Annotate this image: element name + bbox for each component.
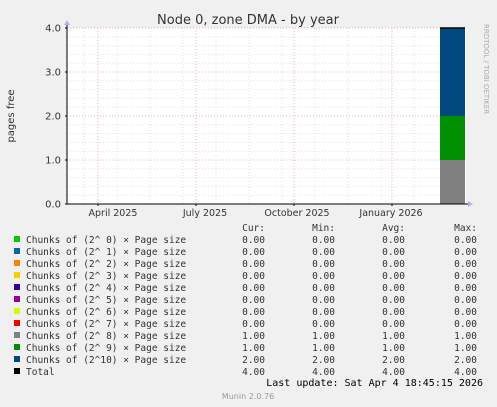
legend-swatch bbox=[14, 284, 20, 290]
legend-swatch bbox=[14, 272, 20, 278]
legend-value: 0.00 bbox=[454, 259, 477, 270]
y-tick-label: 3.0 bbox=[45, 68, 61, 79]
legend-series-name: Chunks of (2^ 4) × Page size bbox=[26, 283, 186, 294]
legend-value: 0.00 bbox=[242, 283, 265, 294]
legend-value: 2.00 bbox=[454, 355, 477, 366]
legend-column-header: Cur: bbox=[242, 223, 265, 234]
legend-value: 0.00 bbox=[242, 235, 265, 246]
rrdtool-side-label: RRDTOOL / TOBI OETIKER bbox=[482, 24, 490, 114]
legend-value: 1.00 bbox=[242, 331, 265, 342]
legend-value: 0.00 bbox=[312, 247, 335, 258]
legend-value: 0.00 bbox=[382, 307, 405, 318]
legend-value: 0.00 bbox=[242, 259, 265, 270]
legend-swatch bbox=[14, 296, 20, 302]
legend-value: 4.00 bbox=[454, 367, 477, 378]
bar-segment-9 bbox=[440, 116, 465, 160]
legend-value: 0.00 bbox=[454, 271, 477, 282]
legend-swatch bbox=[14, 260, 20, 266]
legend-value: 0.00 bbox=[242, 295, 265, 306]
bar-segment-8 bbox=[440, 160, 465, 204]
x-tick-label: July 2025 bbox=[182, 208, 227, 219]
legend-swatch bbox=[14, 332, 20, 338]
legend-column-header: Max: bbox=[454, 223, 477, 234]
y-tick-label: 0.0 bbox=[45, 200, 61, 211]
legend-value: 1.00 bbox=[454, 343, 477, 354]
legend-series-name: Chunks of (2^ 6) × Page size bbox=[26, 307, 186, 318]
legend-value: 0.00 bbox=[312, 271, 335, 282]
x-tick-label: April 2025 bbox=[89, 208, 138, 219]
legend-swatch bbox=[14, 248, 20, 254]
legend-series-name: Chunks of (2^ 3) × Page size bbox=[26, 271, 186, 282]
legend-value: 0.00 bbox=[454, 295, 477, 306]
legend-value: 0.00 bbox=[454, 247, 477, 258]
legend-value: 0.00 bbox=[312, 283, 335, 294]
legend-value: 0.00 bbox=[454, 319, 477, 330]
legend-swatch bbox=[14, 308, 20, 314]
legend-value: 0.00 bbox=[312, 319, 335, 330]
legend-value: 0.00 bbox=[382, 235, 405, 246]
y-tick-label: 1.0 bbox=[45, 156, 61, 167]
legend-swatch bbox=[14, 356, 20, 362]
munin-footer: Munin 2.0.76 bbox=[222, 392, 274, 401]
legend-series-name: Chunks of (2^ 1) × Page size bbox=[26, 247, 186, 258]
y-axis-label: pages free bbox=[6, 89, 17, 142]
legend-value: 4.00 bbox=[382, 367, 405, 378]
legend-value: 0.00 bbox=[312, 235, 335, 246]
legend-value: 0.00 bbox=[382, 271, 405, 282]
x-tick-label: January 2026 bbox=[358, 208, 422, 219]
legend-value: 0.00 bbox=[312, 307, 335, 318]
legend-value: 1.00 bbox=[454, 331, 477, 342]
legend-swatch bbox=[14, 236, 20, 242]
legend-series-name: Chunks of (2^10) × Page size bbox=[26, 355, 186, 366]
legend-column-header: Min: bbox=[312, 223, 335, 234]
legend-value: 0.00 bbox=[242, 319, 265, 330]
legend-value: 2.00 bbox=[312, 355, 335, 366]
legend-series-name: Chunks of (2^ 8) × Page size bbox=[26, 331, 186, 342]
last-update: Last update: Sat Apr 4 18:45:15 2026 bbox=[266, 378, 483, 389]
x-axis-arrow bbox=[468, 201, 473, 207]
legend-value: 1.00 bbox=[382, 331, 405, 342]
legend-value: 1.00 bbox=[242, 343, 265, 354]
legend-value: 2.00 bbox=[382, 355, 405, 366]
chart-title: Node 0, zone DMA - by year bbox=[157, 13, 340, 28]
legend-series-name: Chunks of (2^ 5) × Page size bbox=[26, 295, 186, 306]
legend-series-name: Chunks of (2^ 9) × Page size bbox=[26, 343, 186, 354]
legend-value: 0.00 bbox=[454, 307, 477, 318]
legend-value: 0.00 bbox=[382, 259, 405, 270]
legend-value: 0.00 bbox=[312, 295, 335, 306]
legend-series-name: Chunks of (2^ 7) × Page size bbox=[26, 319, 186, 330]
y-axis-arrow bbox=[64, 20, 70, 25]
legend-value: 0.00 bbox=[312, 259, 335, 270]
bar-segment-10 bbox=[440, 28, 465, 116]
legend-value: 0.00 bbox=[242, 247, 265, 258]
legend-value: 0.00 bbox=[454, 235, 477, 246]
legend-series-name: Total bbox=[26, 367, 55, 378]
legend-value: 1.00 bbox=[382, 343, 405, 354]
legend-series-name: Chunks of (2^ 2) × Page size bbox=[26, 259, 186, 270]
legend-column-header: Avg: bbox=[382, 223, 405, 234]
legend-value: 0.00 bbox=[242, 271, 265, 282]
legend-swatch bbox=[14, 368, 20, 374]
legend-value: 4.00 bbox=[242, 367, 265, 378]
legend-value: 0.00 bbox=[242, 307, 265, 318]
legend-swatch bbox=[14, 320, 20, 326]
x-tick-label: October 2025 bbox=[264, 208, 329, 219]
legend-value: 0.00 bbox=[382, 283, 405, 294]
legend-value: 0.00 bbox=[382, 247, 405, 258]
legend-value: 0.00 bbox=[382, 295, 405, 306]
legend-value: 2.00 bbox=[242, 355, 265, 366]
legend-swatch bbox=[14, 344, 20, 350]
legend-series-name: Chunks of (2^ 0) × Page size bbox=[26, 235, 186, 246]
y-tick-label: 4.0 bbox=[45, 24, 61, 35]
legend-value: 0.00 bbox=[382, 319, 405, 330]
y-tick-label: 2.0 bbox=[45, 112, 61, 123]
legend-value: 1.00 bbox=[312, 331, 335, 342]
legend-value: 4.00 bbox=[312, 367, 335, 378]
legend-value: 0.00 bbox=[454, 283, 477, 294]
legend-value: 1.00 bbox=[312, 343, 335, 354]
